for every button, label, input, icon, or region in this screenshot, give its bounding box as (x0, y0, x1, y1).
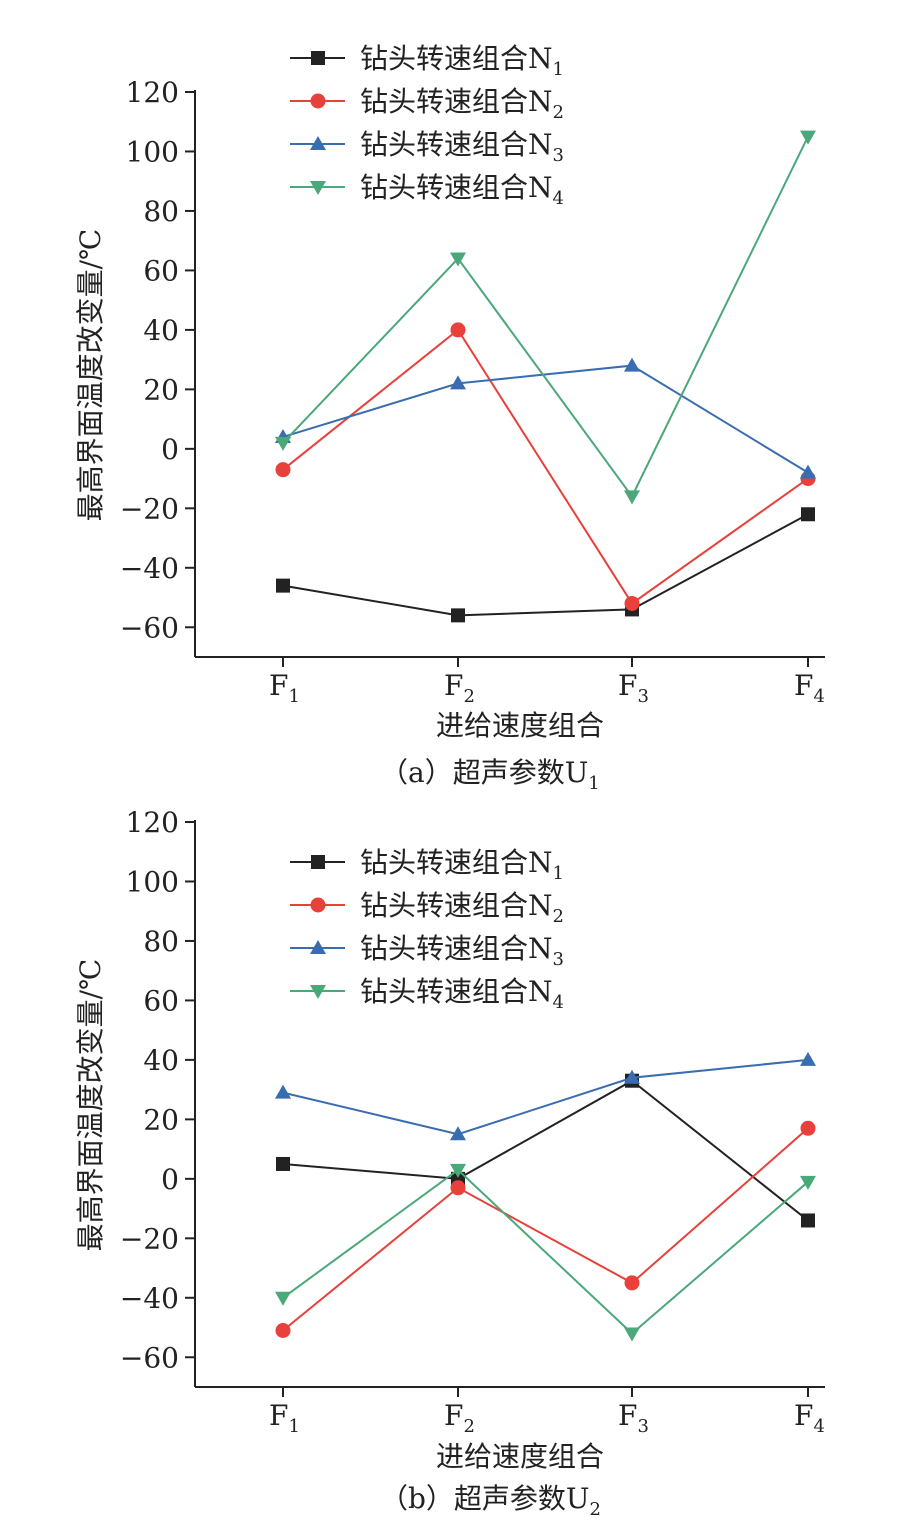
y-tick-label: 120 (126, 76, 179, 109)
y-tick-label: 40 (143, 314, 179, 347)
series-3 (275, 1051, 816, 1141)
x-tick-label: F2 (444, 669, 475, 707)
y-tick-label: 20 (143, 1103, 179, 1136)
data-point (450, 252, 466, 267)
x-tick-label: F4 (794, 1399, 825, 1437)
legend-marker (311, 51, 325, 65)
data-point (800, 1175, 816, 1190)
y-tick-label: 100 (126, 135, 179, 168)
legend-label: 钻头转速组合N2 (360, 889, 564, 927)
series-line (282, 136, 809, 499)
legend-label: 钻头转速组合N3 (360, 128, 564, 166)
series-1 (276, 507, 815, 623)
data-point (624, 490, 640, 505)
y-tick-label: 80 (143, 925, 179, 958)
data-point (451, 608, 465, 623)
y-tick-label: −20 (120, 1222, 179, 1255)
series-line (282, 1168, 809, 1335)
x-tick-label: F1 (269, 1399, 300, 1437)
data-point (275, 1084, 291, 1099)
data-point (624, 1327, 640, 1342)
data-point (800, 464, 816, 479)
data-point (624, 357, 640, 372)
series-1 (276, 1073, 815, 1228)
data-point (275, 436, 291, 451)
y-tick-label: −20 (120, 492, 179, 525)
y-tick-label: 80 (143, 195, 179, 228)
y-tick-label: 60 (143, 254, 179, 287)
legend-marker (310, 181, 326, 195)
data-point (801, 1213, 815, 1228)
data-point (275, 462, 291, 478)
series-line (282, 513, 809, 617)
legend-label: 钻头转速组合N1 (360, 42, 564, 80)
y-axis-label: 最高界面温度改变量/℃ (74, 229, 107, 522)
y-tick-label: 120 (126, 806, 179, 839)
legend-label: 钻头转速组合N4 (360, 975, 564, 1013)
series-line (282, 364, 809, 474)
figure-caption: （a）超声参数U1 (380, 756, 600, 794)
data-point (275, 1291, 291, 1306)
series-line (282, 1058, 809, 1136)
series-3 (275, 357, 816, 479)
y-tick-label: 60 (143, 984, 179, 1017)
data-point (450, 1126, 466, 1141)
data-point (450, 322, 466, 338)
chart-panel-b: −60 −40 −20 0 20 40 60 80 100 120 F1 F2 F3 F4 进给速度组合 最高… (74, 806, 825, 1520)
chart-panel-a: −60 −40 −20 0 20 40 60 80 100 120 F1 F2 F3 F4 进给速度组合 最高… (74, 42, 825, 794)
y-tick-label: 40 (143, 1044, 179, 1077)
y-tick-label: −60 (120, 1341, 179, 1374)
data-point (276, 578, 290, 593)
legend-marker (311, 855, 325, 869)
series-2 (275, 322, 816, 611)
data-point (800, 1051, 816, 1066)
x-tick-label: F4 (794, 669, 825, 707)
legend-marker (310, 136, 326, 150)
data-point (450, 1180, 466, 1196)
y-tick-label: −40 (120, 552, 179, 585)
y-axis-label: 最高界面温度改变量/℃ (74, 959, 107, 1252)
data-point (450, 375, 466, 390)
data-point (800, 130, 816, 145)
series-line (282, 328, 809, 605)
x-axis-label: 进给速度组合 (436, 1440, 604, 1473)
series-line (282, 1127, 809, 1332)
data-point (624, 1069, 640, 1084)
legend-label: 钻头转速组合N2 (360, 85, 564, 123)
y-tick-label: −60 (120, 611, 179, 644)
y-tick-label: 0 (161, 433, 179, 466)
y-tick-label: 100 (126, 865, 179, 898)
y-tick-label: 0 (161, 1163, 179, 1196)
legend-marker (310, 985, 326, 999)
x-tick-label: F1 (269, 669, 300, 707)
legend-label: 钻头转速组合N4 (360, 171, 564, 209)
data-point (450, 1163, 466, 1178)
legend-marker (310, 897, 326, 913)
data-point (624, 1275, 640, 1291)
series-2 (275, 1120, 816, 1338)
x-tick-label: F3 (618, 669, 649, 707)
data-point (276, 1156, 290, 1171)
data-point (800, 1120, 816, 1136)
legend-label: 钻头转速组合N1 (360, 846, 564, 884)
series-4 (275, 1163, 816, 1342)
legend-label: 钻头转速组合N3 (360, 932, 564, 970)
figure-caption: （b）超声参数U2 (380, 1482, 601, 1520)
x-axis-label: 进给速度组合 (436, 709, 604, 742)
x-tick-label: F2 (444, 1399, 475, 1437)
series-line (282, 1079, 809, 1222)
data-point (275, 1323, 291, 1338)
legend-marker (310, 93, 326, 109)
series-4 (275, 130, 816, 505)
data-point (801, 507, 815, 522)
y-tick-label: −40 (120, 1282, 179, 1315)
x-tick-label: F3 (618, 1399, 649, 1437)
legend-marker (310, 940, 326, 954)
data-point (624, 595, 640, 611)
y-tick-label: 20 (143, 373, 179, 406)
